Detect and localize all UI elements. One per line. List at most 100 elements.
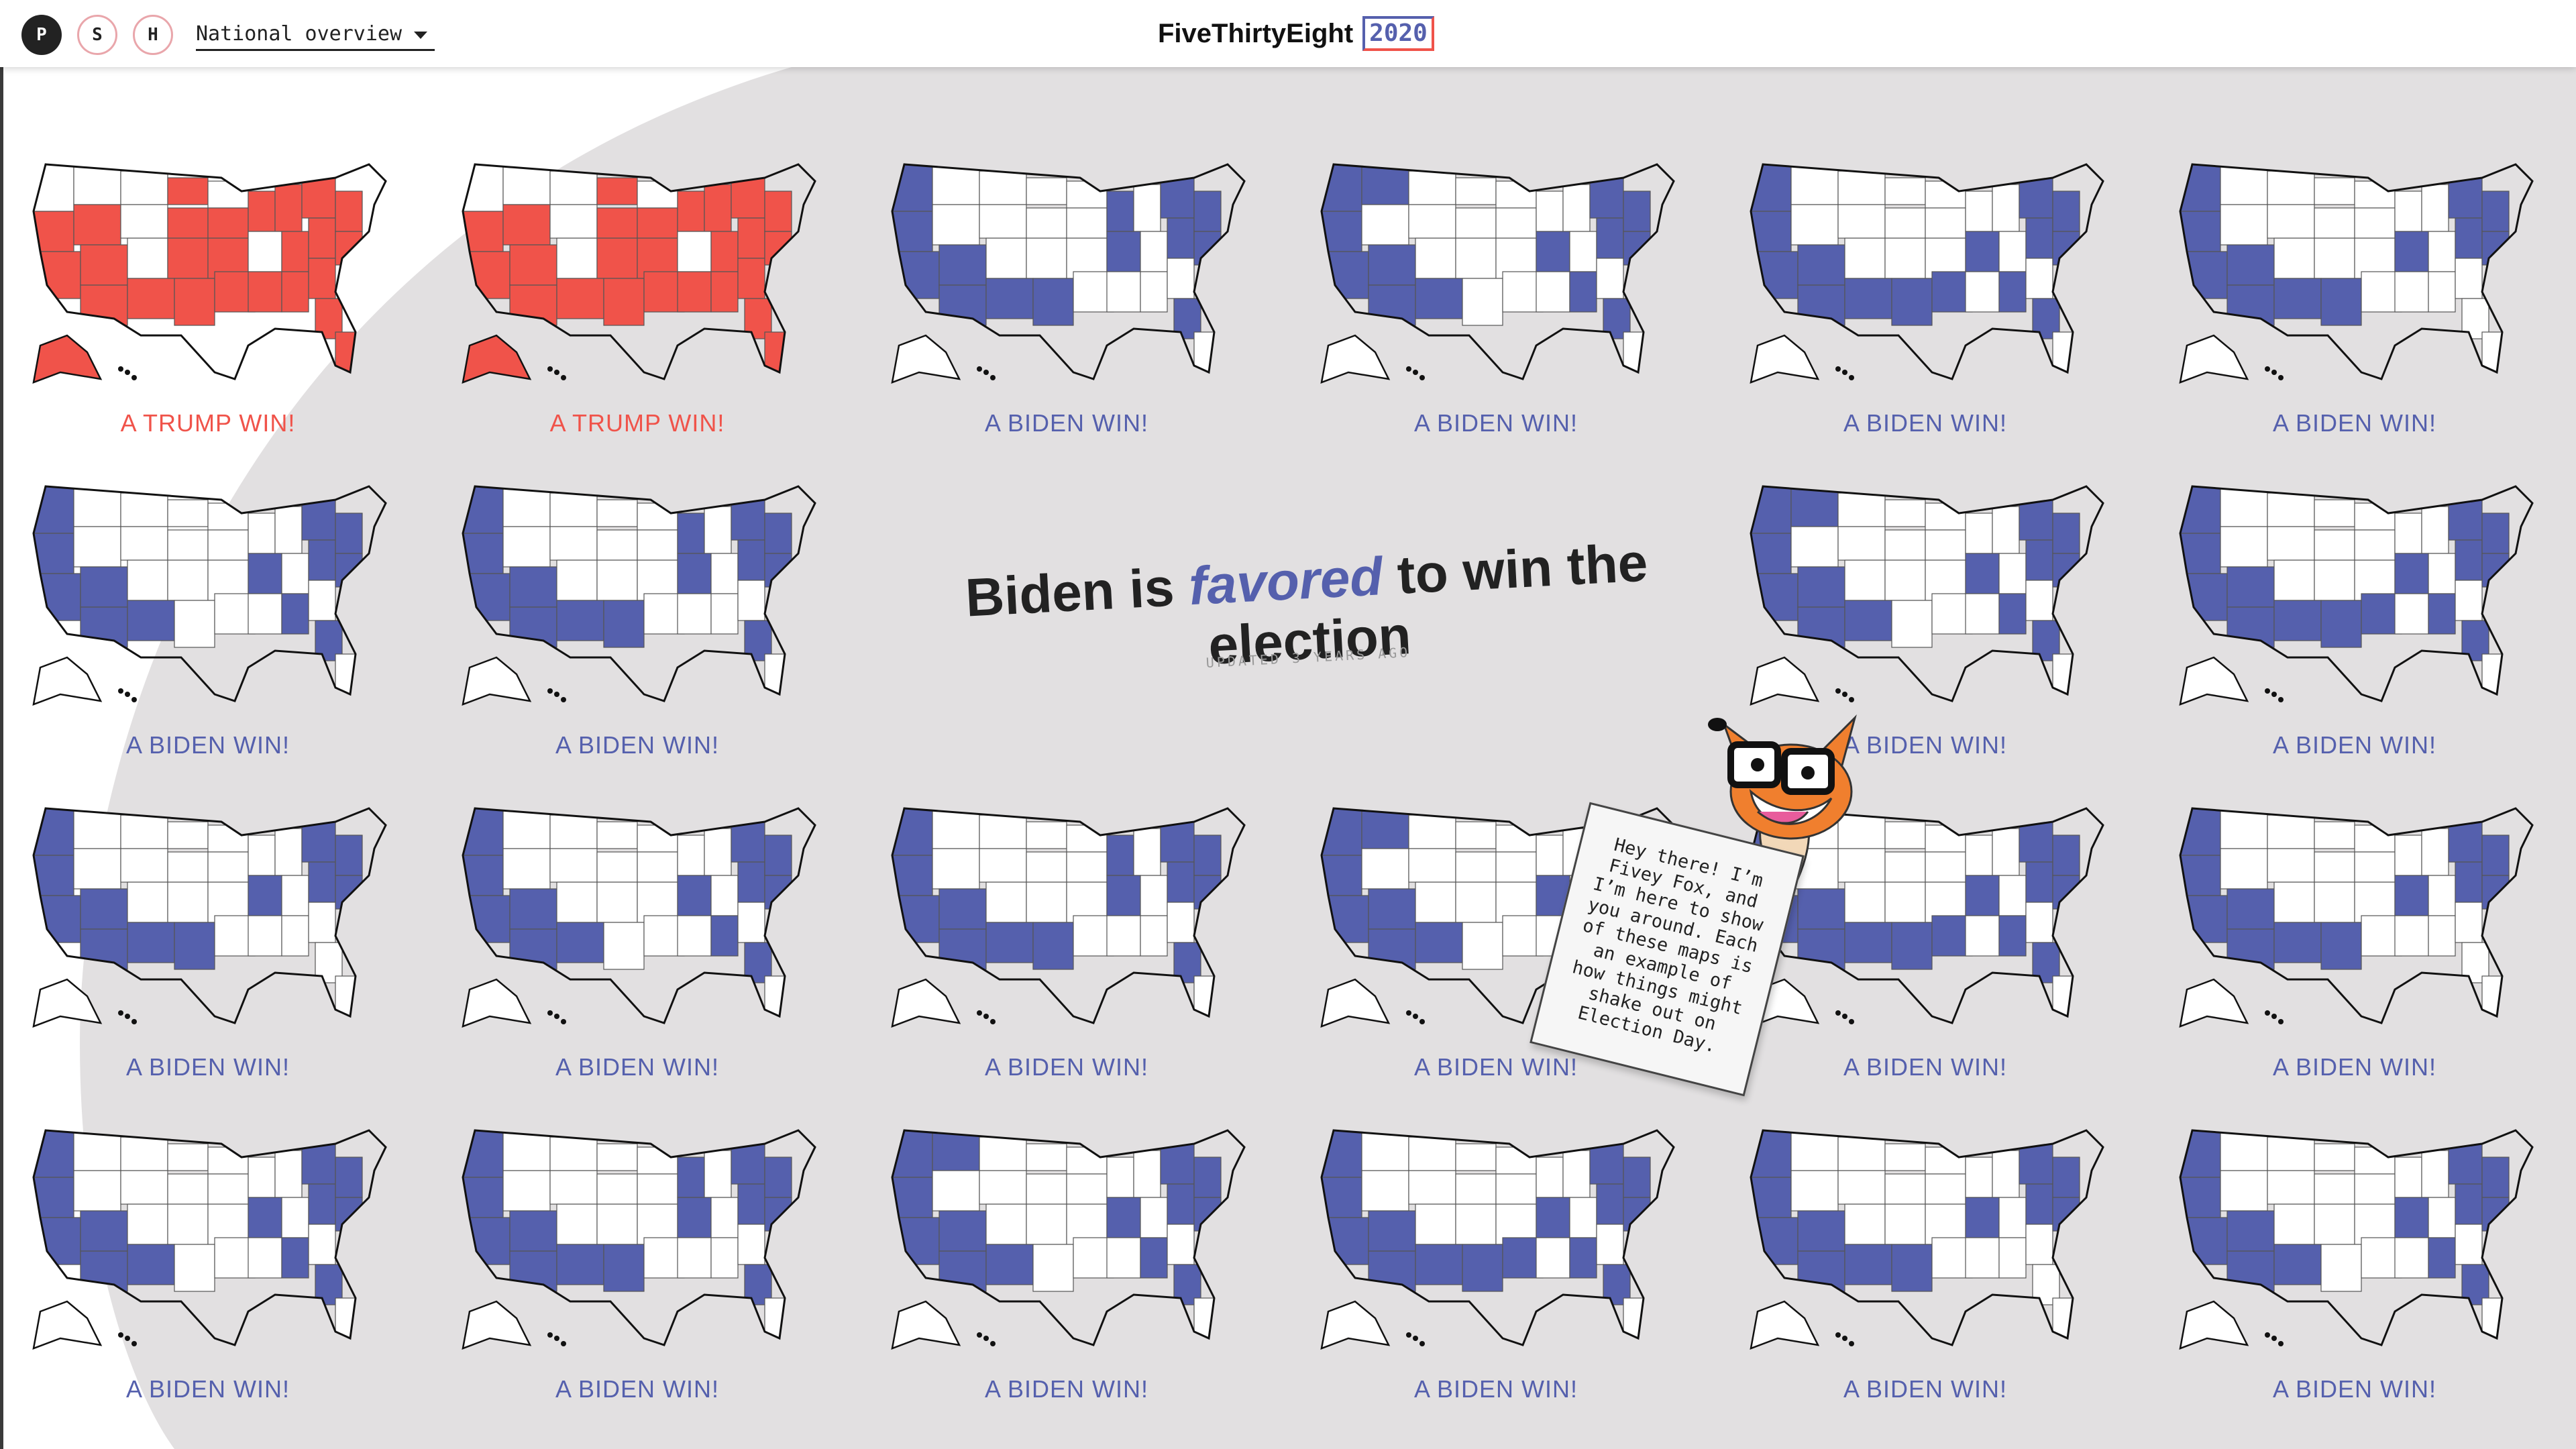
state-shape xyxy=(1066,824,1108,853)
scenario-map-card[interactable]: A TRUMP WIN! xyxy=(443,151,832,446)
state-shape xyxy=(1837,204,1886,239)
state-shape xyxy=(1408,204,1456,239)
scenario-map-card[interactable]: A BIDEN WIN! xyxy=(1301,1117,1690,1412)
view-select[interactable]: National overview xyxy=(196,19,435,51)
state-shape xyxy=(2180,251,2228,299)
scenario-map-card[interactable]: A BIDEN WIN! xyxy=(872,795,1261,1090)
state-shape xyxy=(1925,824,1966,853)
state-shape xyxy=(2226,606,2275,648)
state-shape xyxy=(127,559,168,601)
hawaii-island xyxy=(125,1336,130,1341)
state-shape xyxy=(2394,593,2429,635)
hawaii-island xyxy=(554,370,559,375)
state-shape xyxy=(1167,1224,1195,1265)
state-shape xyxy=(1884,1203,1926,1245)
state-shape xyxy=(1066,180,1108,209)
scenario-map-card[interactable]: A BIDEN WIN! xyxy=(1731,1117,2120,1412)
state-shape xyxy=(764,1157,792,1198)
state-shape xyxy=(731,177,765,219)
house-button[interactable]: H xyxy=(133,15,173,55)
hawaii-island xyxy=(2265,1332,2270,1338)
state-shape xyxy=(2314,559,2355,601)
state-shape xyxy=(207,180,249,209)
state-shape xyxy=(2314,1203,2355,1245)
state-shape xyxy=(308,902,336,943)
state-shape xyxy=(603,1244,645,1292)
state-shape xyxy=(1797,888,1845,930)
state-shape xyxy=(1884,177,1926,205)
senate-button[interactable]: S xyxy=(77,15,117,55)
scenario-map-card[interactable]: A BIDEN WIN! xyxy=(13,473,402,768)
scenario-map-card[interactable]: A BIDEN WIN! xyxy=(13,795,402,1090)
state-shape xyxy=(73,526,121,568)
scenario-map-card[interactable]: A BIDEN WIN! xyxy=(2160,795,2549,1090)
brand-logo[interactable]: FiveThirtyEight 2020 xyxy=(1158,13,1434,54)
state-shape xyxy=(2273,559,2315,601)
state-shape xyxy=(596,1203,638,1245)
state-shape xyxy=(1026,1143,1067,1171)
us-map xyxy=(32,1129,387,1350)
state-shape xyxy=(1361,808,1409,849)
scenario-map-card[interactable]: A BIDEN WIN! xyxy=(2160,473,2549,768)
hawaii-island xyxy=(561,375,566,380)
hawaii-island xyxy=(554,1014,559,1019)
scenario-map-card[interactable]: A BIDEN WIN! xyxy=(443,1117,832,1412)
us-map xyxy=(462,1129,816,1350)
state-shape xyxy=(248,553,282,594)
hawaii-island xyxy=(2278,1341,2284,1346)
state-shape xyxy=(80,566,128,608)
us-outline xyxy=(1750,485,2104,702)
state-shape xyxy=(2448,1143,2483,1185)
state-shape xyxy=(308,861,336,903)
scenario-map-card[interactable]: A BIDEN WIN! xyxy=(1731,473,2120,768)
state-shape xyxy=(1140,875,1168,916)
state-shape xyxy=(637,207,678,239)
scenario-map-card[interactable]: A BIDEN WIN! xyxy=(1731,151,2120,446)
state-shape xyxy=(2394,875,2429,916)
state-shape xyxy=(207,207,249,239)
scenario-map-card[interactable]: A TRUMP WIN! xyxy=(13,151,402,446)
state-shape xyxy=(1596,1224,1624,1265)
scenario-map-card[interactable]: A BIDEN WIN! xyxy=(872,1117,1261,1412)
scenario-map-card[interactable]: A BIDEN WIN! xyxy=(1301,151,1690,446)
state-shape xyxy=(1455,821,1497,849)
us-outline xyxy=(1750,1129,2104,1346)
scenario-map-card[interactable]: A BIDEN WIN! xyxy=(2160,1117,2549,1412)
state-shape xyxy=(2220,1170,2268,1212)
alaska-shape xyxy=(32,978,103,1028)
state-shape xyxy=(1837,170,1886,205)
map-outcome-label: A BIDEN WIN! xyxy=(2272,409,2437,437)
state-shape xyxy=(2394,191,2422,232)
hawaii-island xyxy=(1419,375,1425,380)
state-shape xyxy=(2052,835,2080,876)
scenario-map-card[interactable]: A BIDEN WIN! xyxy=(443,795,832,1090)
state-shape xyxy=(73,204,121,246)
state-shape xyxy=(985,1244,1034,1285)
state-shape xyxy=(1844,559,1886,601)
presidential-button[interactable]: P xyxy=(21,15,62,55)
state-shape xyxy=(2314,1143,2355,1171)
state-shape xyxy=(2481,231,2510,266)
state-shape xyxy=(1998,1197,2027,1238)
state-shape xyxy=(2314,177,2355,205)
scenario-map-card[interactable]: A BIDEN WIN! xyxy=(872,151,1261,446)
scenario-map-card[interactable]: A BIDEN WIN! xyxy=(13,1117,402,1412)
state-shape xyxy=(1026,821,1067,849)
state-shape xyxy=(892,251,940,299)
us-outline xyxy=(32,807,387,1024)
scenario-map-card[interactable]: A BIDEN WIN! xyxy=(443,473,832,768)
state-shape xyxy=(985,881,1027,923)
state-shape xyxy=(556,278,604,319)
state-shape xyxy=(1495,824,1537,853)
state-shape xyxy=(1140,271,1168,313)
state-shape xyxy=(463,895,511,943)
map-outcome-label: A BIDEN WIN! xyxy=(984,409,1149,437)
state-shape xyxy=(637,529,678,561)
state-shape xyxy=(710,1197,739,1238)
hawaii-island xyxy=(131,1019,137,1024)
state-shape xyxy=(2314,237,2355,279)
state-shape xyxy=(1596,1183,1624,1225)
scenario-map-card[interactable]: A BIDEN WIN! xyxy=(2160,151,2549,446)
state-shape xyxy=(1998,271,2027,313)
state-shape xyxy=(2448,499,2483,541)
